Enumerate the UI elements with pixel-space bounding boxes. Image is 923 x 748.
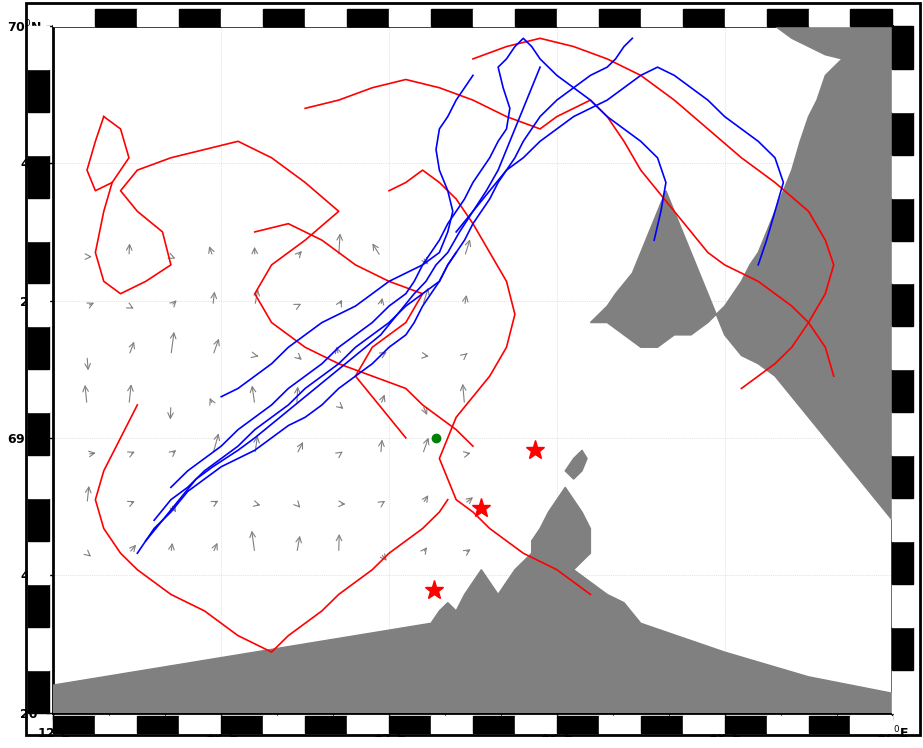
Bar [263, 716, 306, 733]
Bar [850, 9, 893, 26]
Bar [725, 9, 767, 26]
Polygon shape [54, 541, 893, 713]
Polygon shape [775, 26, 893, 79]
Bar [515, 9, 557, 26]
Bar [557, 716, 599, 733]
Bar [893, 627, 914, 669]
Bar [893, 69, 914, 111]
Bar [138, 716, 179, 733]
Bar [347, 716, 389, 733]
Bar [893, 498, 914, 541]
Bar [29, 627, 49, 669]
Bar [222, 9, 263, 26]
Bar [95, 716, 138, 733]
Bar [893, 26, 914, 69]
Bar [893, 197, 914, 241]
Bar [557, 9, 599, 26]
Bar [473, 716, 515, 733]
Polygon shape [591, 26, 893, 713]
Bar [389, 716, 431, 733]
Bar [515, 716, 557, 733]
Bar [725, 716, 767, 733]
Bar [599, 716, 641, 733]
Bar [893, 111, 914, 155]
Bar [29, 541, 49, 584]
Bar [767, 716, 809, 733]
Bar [306, 9, 347, 26]
Bar [263, 9, 306, 26]
Bar [29, 111, 49, 155]
Bar [29, 584, 49, 627]
Bar [893, 412, 914, 455]
Bar [641, 9, 683, 26]
Bar [893, 155, 914, 197]
Bar [54, 716, 95, 733]
Bar [893, 326, 914, 370]
Bar [29, 197, 49, 241]
Bar [683, 9, 725, 26]
Bar [473, 9, 515, 26]
Bar [893, 370, 914, 412]
Bar [599, 9, 641, 26]
Bar [893, 241, 914, 283]
Bar [29, 370, 49, 412]
Bar [809, 716, 850, 733]
Bar [641, 716, 683, 733]
Bar [389, 9, 431, 26]
Bar [893, 455, 914, 498]
Bar [431, 9, 473, 26]
Bar [893, 541, 914, 584]
Bar [54, 9, 95, 26]
Bar [179, 9, 222, 26]
Polygon shape [565, 450, 587, 479]
Bar [893, 584, 914, 627]
Bar [306, 716, 347, 733]
Bar [767, 9, 809, 26]
Bar [29, 498, 49, 541]
Bar [29, 412, 49, 455]
Bar [29, 241, 49, 283]
Bar [893, 283, 914, 326]
Bar [179, 716, 222, 733]
Bar [893, 669, 914, 713]
Bar [29, 26, 49, 69]
Bar [95, 9, 138, 26]
Bar [347, 9, 389, 26]
Bar [683, 716, 725, 733]
Polygon shape [532, 487, 591, 582]
Bar [809, 9, 850, 26]
Bar [29, 669, 49, 713]
Bar [29, 455, 49, 498]
Bar [431, 716, 473, 733]
Bar [29, 283, 49, 326]
Bar [222, 716, 263, 733]
Bar [29, 69, 49, 111]
Bar [138, 9, 179, 26]
Bar [29, 326, 49, 370]
Bar [29, 155, 49, 197]
Bar [850, 716, 893, 733]
